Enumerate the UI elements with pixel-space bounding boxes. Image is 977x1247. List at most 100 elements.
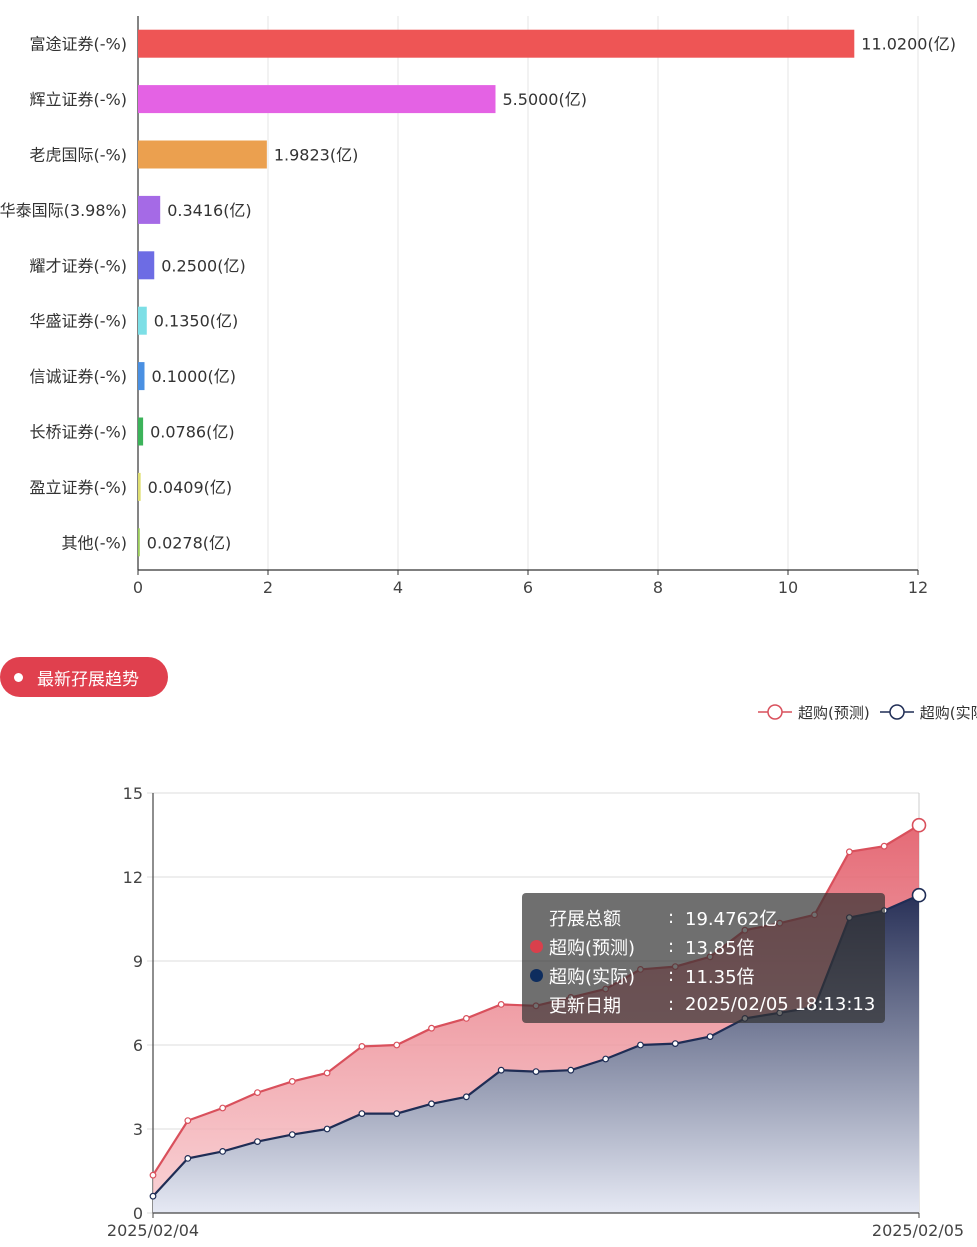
- point-actual: [323, 1125, 331, 1133]
- point-actual: [637, 1041, 644, 1049]
- legend-actual-icon: [879, 704, 914, 720]
- bar: [138, 362, 145, 391]
- point-actual: [428, 1100, 435, 1108]
- tooltip-row-actual: 超购(实际) : 11.35倍: [530, 961, 885, 990]
- point-predicted: [254, 1089, 261, 1097]
- bar: [138, 417, 144, 446]
- point-actual: [149, 1192, 157, 1200]
- point-predicted: [288, 1078, 296, 1085]
- tooltip-marker-actual-icon: [530, 969, 543, 982]
- point-actual: [184, 1155, 192, 1162]
- section-title: 最新孖展趋势: [37, 669, 139, 690]
- category-label: 华泰国际(3.98%): [0, 201, 127, 220]
- legend-label-actual: 超购(实际): [919, 703, 977, 722]
- tooltip-separator: :: [668, 994, 675, 1015]
- point-actual: [393, 1110, 401, 1118]
- data-label: 0.1000(亿): [152, 367, 236, 386]
- category-label: 耀才证券(-%): [30, 256, 127, 275]
- x-tick-label: 2025/02/04: [107, 1221, 199, 1240]
- point-actual: [462, 1093, 470, 1101]
- tooltip-value: 11.35倍: [685, 966, 755, 988]
- bar: [138, 528, 140, 557]
- point-predicted: [219, 1104, 227, 1112]
- point-predicted: [323, 1069, 331, 1077]
- bar: [138, 472, 141, 501]
- point-actual: [254, 1138, 261, 1146]
- point-actual: [219, 1148, 227, 1155]
- tooltip-separator: :: [668, 907, 675, 928]
- point-actual: [532, 1068, 540, 1076]
- tooltip-label: 更新日期: [549, 995, 621, 1017]
- tooltip-value: 13.85倍: [685, 937, 755, 959]
- chart-tooltip: 孖展总额 : 19.4762亿 超购(预测) : 13.85倍 超购(实际) :…: [522, 893, 885, 1023]
- y-tick-label: 12: [123, 868, 143, 887]
- point-actual: [706, 1033, 714, 1041]
- tooltip-row-total: 孖展总额 : 19.4762亿: [530, 903, 885, 932]
- x-tick-label: 0: [133, 578, 143, 597]
- tooltip-row-predicted: 超购(预测) : 13.85倍: [530, 932, 885, 961]
- bar: [138, 85, 496, 114]
- tooltip-row-updated: 更新日期 : 2025/02/05 18:13:13: [530, 990, 885, 1019]
- bar: [138, 251, 155, 280]
- y-tick-label: 15: [123, 784, 143, 803]
- point-actual: [288, 1131, 296, 1139]
- category-label: 华盛证券(-%): [30, 312, 127, 331]
- data-label: 0.0278(亿): [147, 533, 231, 552]
- point-predicted: [462, 1015, 470, 1022]
- area-chart-legend: 超购(预测) 超购(实际): [758, 700, 977, 724]
- bar-chart: 0 2 4 6 8 10 12 富途证券(-%) 11.0200(亿) 辉立证券(-%) 5.500…: [0, 16, 956, 597]
- y-tick-label: 0: [133, 1204, 143, 1223]
- section-title-pill[interactable]: 最新孖展趋势: [0, 657, 168, 697]
- pill-dot-icon: [14, 672, 23, 682]
- x-tick-label: 8: [653, 578, 663, 597]
- category-label: 辉立证券(-%): [30, 90, 127, 109]
- x-tick-label: 4: [393, 578, 403, 597]
- category-label: 老虎国际(-%): [30, 146, 127, 165]
- legend-label-predicted: 超购(预测): [798, 703, 870, 722]
- data-label: 0.0786(亿): [150, 423, 234, 442]
- legend-item-predicted[interactable]: 超购(预测): [758, 702, 870, 723]
- bar: [138, 195, 161, 224]
- tooltip-separator: :: [668, 965, 675, 986]
- category-label: 长桥证券(-%): [30, 423, 127, 442]
- bar: [138, 29, 855, 58]
- data-label: 0.3416(亿): [167, 201, 251, 220]
- data-label: 0.1350(亿): [154, 312, 238, 331]
- category-label: 富途证券(-%): [30, 35, 127, 54]
- area-actual: [153, 895, 919, 1213]
- tooltip-label: 超购(预测): [549, 937, 636, 959]
- point-predicted: [393, 1041, 401, 1049]
- data-label: 5.5000(亿): [503, 90, 587, 109]
- category-label: 其他(-%): [62, 533, 127, 552]
- tooltip-marker-predicted-icon: [530, 940, 543, 953]
- y-tick-label: 6: [133, 1036, 143, 1055]
- legend-item-actual[interactable]: 超购(实际): [879, 702, 977, 723]
- bar: [138, 306, 147, 335]
- point-actual: [911, 887, 927, 903]
- x-tick-label: 6: [523, 578, 533, 597]
- x-tick-label: 2025/02/05: [872, 1221, 964, 1240]
- category-label: 盈立证券(-%): [30, 478, 127, 497]
- x-tick-label: 2: [263, 578, 273, 597]
- point-predicted: [358, 1043, 366, 1050]
- point-predicted: [911, 817, 927, 833]
- point-predicted: [845, 848, 853, 856]
- point-predicted: [497, 1001, 505, 1008]
- data-label: 0.0409(亿): [148, 478, 232, 497]
- tooltip-label: 超购(实际): [549, 966, 636, 988]
- point-predicted: [880, 842, 888, 850]
- data-label: 1.9823(亿): [274, 146, 358, 165]
- x-tick-label: 10: [778, 578, 798, 597]
- legend-predicted-icon: [758, 704, 792, 720]
- y-tick-label: 9: [133, 952, 143, 971]
- point-predicted: [428, 1024, 435, 1032]
- point-actual: [358, 1110, 366, 1118]
- point-actual: [567, 1066, 575, 1074]
- tooltip-value: 2025/02/05 18:13:13: [685, 994, 876, 1015]
- data-label: 0.2500(亿): [161, 256, 245, 275]
- y-tick-label: 3: [133, 1120, 143, 1139]
- bar: [138, 140, 267, 169]
- tooltip-value: 19.4762亿: [685, 908, 778, 930]
- point-predicted: [184, 1117, 192, 1125]
- data-label: 11.0200(亿): [861, 35, 956, 54]
